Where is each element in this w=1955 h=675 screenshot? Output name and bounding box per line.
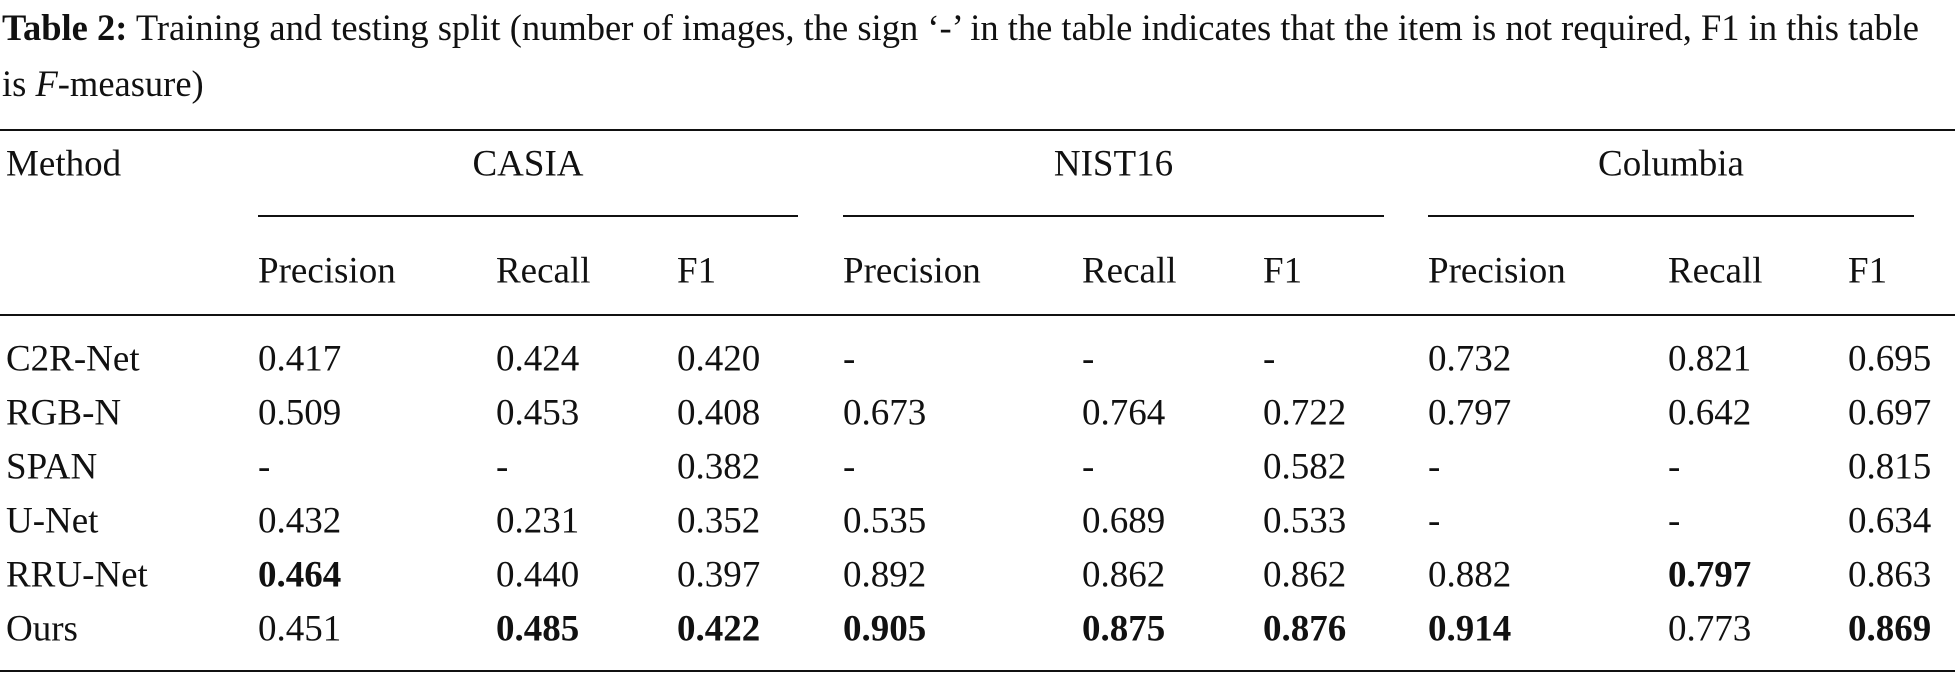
column-header: F1 — [1848, 250, 1888, 292]
column-header: Recall — [496, 250, 591, 292]
cell-value: - — [1428, 500, 1441, 542]
group-rule — [1428, 215, 1914, 217]
cell-value: 0.408 — [677, 392, 761, 434]
top-rule — [0, 129, 1955, 131]
cell-value: 0.352 — [677, 500, 761, 542]
cell-value: 0.773 — [1668, 608, 1752, 650]
cell-value: 0.863 — [1848, 554, 1932, 596]
column-header: F1 — [677, 250, 717, 292]
column-header: Precision — [1428, 250, 1566, 292]
row-label: Ours — [6, 608, 78, 650]
cell-value: 0.914 — [1428, 608, 1512, 650]
row-label: U-Net — [6, 500, 99, 542]
cell-value: 0.875 — [1082, 608, 1166, 650]
group-header: NIST16 — [1053, 143, 1174, 185]
cell-value: 0.892 — [843, 554, 927, 596]
cell-value: 0.432 — [258, 500, 342, 542]
cell-value: 0.689 — [1082, 500, 1166, 542]
cell-value: 0.815 — [1848, 446, 1932, 488]
cell-value: 0.882 — [1428, 554, 1512, 596]
cell-value: 0.440 — [496, 554, 580, 596]
header-rule — [0, 314, 1955, 316]
row-label: SPAN — [6, 446, 98, 488]
cell-value: 0.420 — [677, 338, 761, 380]
column-header: Precision — [258, 250, 396, 292]
cell-value: 0.422 — [677, 608, 761, 650]
cell-value: 0.464 — [258, 554, 342, 596]
column-header: Recall — [1082, 250, 1177, 292]
cell-value: 0.905 — [843, 608, 927, 650]
cell-value: - — [1263, 338, 1276, 380]
cell-value: 0.582 — [1263, 446, 1347, 488]
cell-value: 0.382 — [677, 446, 761, 488]
cell-value: 0.876 — [1263, 608, 1347, 650]
cell-value: - — [1428, 446, 1441, 488]
cell-value: 0.533 — [1263, 500, 1347, 542]
cell-value: 0.732 — [1428, 338, 1512, 380]
cell-value: 0.231 — [496, 500, 580, 542]
cell-value: 0.451 — [258, 608, 342, 650]
caption-text: Training and testing split (number of im… — [2, 7, 1919, 104]
corner-header: Method — [6, 143, 122, 185]
group-header: CASIA — [472, 143, 584, 185]
cell-value: 0.485 — [496, 608, 580, 650]
cell-value: - — [496, 446, 509, 488]
cell-value: 0.397 — [677, 554, 761, 596]
column-header: Precision — [843, 250, 981, 292]
cell-value: 0.424 — [496, 338, 580, 380]
cell-value: 0.821 — [1668, 338, 1752, 380]
caption-italic: F — [35, 63, 58, 104]
cell-value: 0.764 — [1082, 392, 1166, 434]
cell-value: 0.695 — [1848, 338, 1932, 380]
cell-value: 0.509 — [258, 392, 342, 434]
cell-value: - — [1668, 500, 1681, 542]
cell-value: 0.862 — [1263, 554, 1347, 596]
cell-value: 0.697 — [1848, 392, 1932, 434]
cell-value: 0.862 — [1082, 554, 1166, 596]
caption-tail: -measure) — [57, 63, 204, 104]
group-rule — [843, 215, 1384, 217]
group-header: Columbia — [1598, 143, 1744, 185]
column-header: F1 — [1263, 250, 1303, 292]
cell-value: - — [1082, 446, 1095, 488]
row-label: RGB-N — [6, 392, 122, 434]
cell-value: 0.797 — [1668, 554, 1752, 596]
cell-value: 0.642 — [1668, 392, 1752, 434]
caption-label: Table 2: — [2, 7, 128, 48]
cell-value: 0.869 — [1848, 608, 1932, 650]
cell-value: 0.634 — [1848, 500, 1932, 542]
cell-value: - — [843, 338, 856, 380]
column-header: Recall — [1668, 250, 1763, 292]
cell-value: - — [1668, 446, 1681, 488]
bottom-rule — [0, 670, 1955, 672]
group-rule — [258, 215, 798, 217]
row-label: RRU-Net — [6, 554, 148, 596]
cell-value: - — [1082, 338, 1095, 380]
cell-value: 0.535 — [843, 500, 927, 542]
cell-value: 0.797 — [1428, 392, 1512, 434]
cell-value: - — [258, 446, 271, 488]
cell-value: 0.673 — [843, 392, 927, 434]
cell-value: 0.417 — [258, 338, 342, 380]
cell-value: 0.722 — [1263, 392, 1347, 434]
row-label: C2R-Net — [6, 338, 140, 380]
caption: Table 2: Training and testing split (num… — [2, 0, 1952, 112]
cell-value: 0.453 — [496, 392, 580, 434]
cell-value: - — [843, 446, 856, 488]
